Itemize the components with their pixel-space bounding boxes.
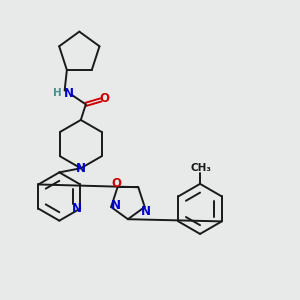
Text: N: N [110, 199, 121, 212]
Text: N: N [141, 205, 151, 218]
Text: H: H [53, 88, 62, 98]
Text: O: O [99, 92, 110, 105]
Text: CH₃: CH₃ [190, 163, 211, 173]
Text: N: N [72, 202, 82, 215]
Text: N: N [76, 162, 86, 175]
Text: O: O [111, 177, 121, 190]
Text: N: N [63, 87, 74, 100]
